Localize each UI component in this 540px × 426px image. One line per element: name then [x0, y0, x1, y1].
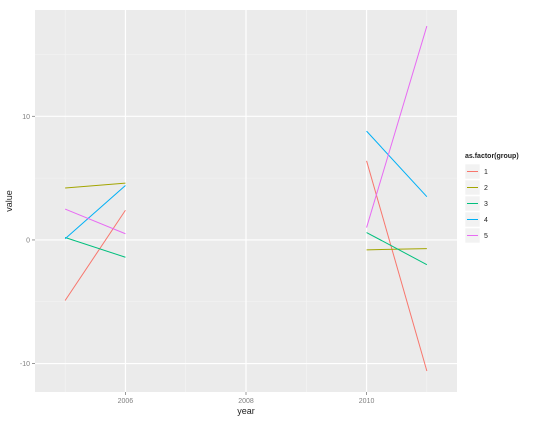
y-tick-label: 0	[26, 237, 30, 244]
legend-label-4: 4	[484, 217, 488, 224]
legend-label-5: 5	[484, 233, 488, 240]
legend-label-1: 1	[484, 169, 488, 176]
series-line-3	[366, 232, 428, 266]
y-tick-label: -10	[20, 361, 30, 368]
legend-label-2: 2	[484, 185, 488, 192]
y-axis-title: value	[4, 190, 14, 212]
series-line-2	[366, 248, 427, 251]
series-line-5	[366, 25, 428, 228]
series-line-4	[366, 130, 428, 198]
x-tick-label: 2010	[359, 398, 375, 405]
legend-label-3: 3	[484, 201, 488, 208]
x-tick-label: 2006	[118, 398, 134, 405]
series-line-5	[64, 208, 126, 235]
series-line-4	[64, 185, 126, 240]
series-line-2	[65, 182, 126, 189]
series-line-3	[64, 236, 126, 258]
series-line-1	[366, 160, 428, 372]
legend-title: as.factor(group)	[465, 153, 519, 160]
x-axis-title: year	[237, 406, 255, 416]
y-tick-label: 10	[22, 114, 30, 121]
series-line-1	[64, 209, 126, 301]
x-tick-label: 2008	[238, 398, 254, 405]
